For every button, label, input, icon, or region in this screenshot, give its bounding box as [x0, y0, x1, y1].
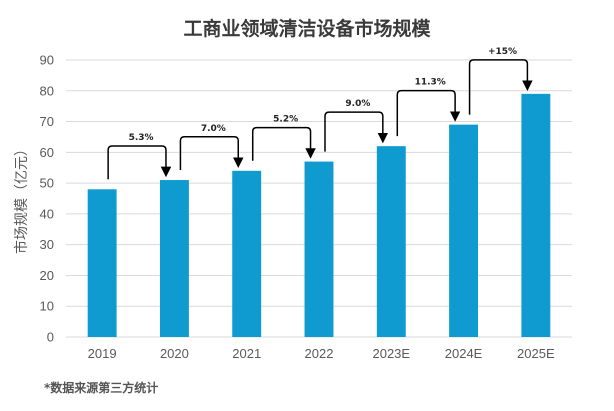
growth-label: 11.3% — [415, 78, 446, 88]
growth-label: 7.0% — [201, 124, 226, 134]
bar-2019 — [87, 189, 117, 337]
x-tick-label: 2023E — [372, 346, 410, 361]
x-tick-label: 2025E — [517, 346, 555, 361]
x-tick-label: 2022 — [305, 346, 334, 361]
chart-title: 工商业领域清洁设备市场规模 — [183, 18, 431, 40]
y-tick-label: 90 — [40, 53, 54, 68]
growth-arrow — [396, 89, 461, 137]
bar-2023E — [376, 146, 406, 337]
bar-2022 — [304, 161, 334, 337]
y-tick-label: 60 — [40, 145, 54, 160]
bar-2021 — [232, 170, 262, 337]
bar-2025E — [521, 93, 551, 337]
y-tick-label: 80 — [40, 83, 54, 98]
growth-label: 5.3% — [129, 133, 154, 143]
growth-annotations: 5.3% 7.0% 5.2% 9.0% 11.3% +15% — [107, 47, 533, 180]
growth-arrow — [324, 111, 389, 152]
y-axis-ticks: 0 10 20 30 40 50 60 70 80 90 — [40, 53, 54, 345]
y-tick-label: 0 — [47, 330, 54, 345]
growth-arrow — [107, 145, 172, 180]
growth-arrow — [179, 136, 244, 171]
y-tick-label: 70 — [40, 114, 54, 129]
x-tick-label: 2019 — [88, 346, 117, 361]
bar-2024E — [449, 124, 479, 337]
growth-arrow — [468, 59, 533, 115]
growth-label: +15% — [488, 47, 517, 57]
y-axis-label: 市场规模（亿元） — [13, 142, 30, 254]
x-tick-label: 2020 — [160, 346, 189, 361]
y-tick-label: 40 — [40, 206, 54, 221]
y-tick-label: 50 — [40, 176, 54, 191]
x-axis-ticks: 2019 2020 2021 2022 2023E 2024E 2025E — [88, 346, 555, 361]
y-tick-label: 20 — [40, 268, 54, 283]
growth-label: 5.2% — [273, 115, 298, 125]
growth-arrow — [251, 126, 316, 161]
y-tick-label: 30 — [40, 237, 54, 252]
source-footnote: *数据来源第三方统计 — [44, 381, 159, 395]
x-tick-label: 2021 — [232, 346, 261, 361]
bar-2020 — [159, 180, 189, 337]
growth-label: 9.0% — [345, 99, 370, 109]
bars — [87, 93, 551, 337]
x-tick-label: 2024E — [445, 346, 483, 361]
y-tick-label: 10 — [40, 299, 54, 314]
